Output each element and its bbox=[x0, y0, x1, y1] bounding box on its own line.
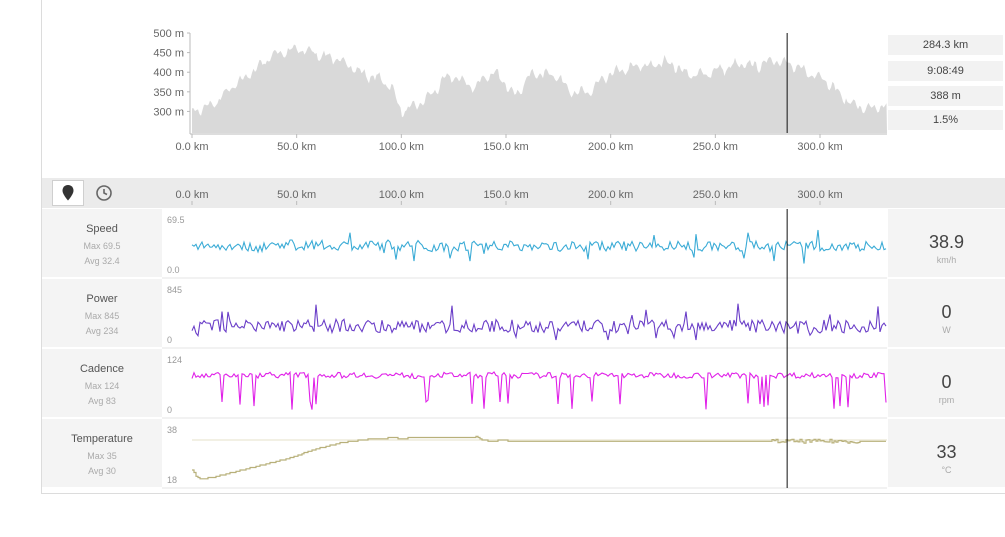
metric-max: Max 845 bbox=[84, 311, 120, 321]
metric-current-value: 0 bbox=[941, 372, 952, 392]
metric-unit: km/h bbox=[936, 255, 957, 265]
chart-frame bbox=[41, 0, 1005, 494]
y-tick-label: 18 bbox=[167, 475, 177, 485]
x-tick-label: 150.0 km bbox=[483, 189, 528, 201]
metric-unit: rpm bbox=[938, 395, 955, 405]
y-tick-label: 350 m bbox=[153, 87, 184, 99]
y-tick-label: 845 bbox=[167, 285, 182, 295]
x-tick-label: 50.0 km bbox=[277, 141, 316, 153]
x-tick-label: 0.0 km bbox=[175, 189, 208, 201]
metric-label-power: Power Max 845 Avg 234 bbox=[42, 279, 162, 347]
x-tick-label: 300.0 km bbox=[797, 189, 842, 201]
axis-toolbar bbox=[42, 178, 1005, 208]
y-tick-label: 0 bbox=[167, 405, 172, 415]
elevation-area bbox=[192, 44, 887, 133]
clock-icon bbox=[96, 185, 112, 201]
x-tick-label: 150.0 km bbox=[483, 141, 528, 153]
y-tick-label: 0.0 bbox=[167, 265, 180, 275]
cadence-line bbox=[191, 370, 887, 410]
x-tick-label: 100.0 km bbox=[379, 189, 424, 201]
speed-line bbox=[191, 229, 887, 264]
stat-time: 9:08:49 bbox=[888, 61, 1003, 81]
y-tick-label: 38 bbox=[167, 425, 177, 435]
stat-distance: 284.3 km bbox=[888, 35, 1003, 55]
metric-value-cadence: 0 rpm bbox=[888, 349, 1005, 417]
power-line bbox=[191, 303, 887, 341]
y-tick-label: 0 bbox=[167, 335, 172, 345]
metric-label-cadence: Cadence Max 124 Avg 83 bbox=[42, 349, 162, 417]
metric-max: Max 124 bbox=[84, 381, 120, 391]
map-pin-icon bbox=[62, 185, 74, 201]
metric-name: Speed bbox=[86, 223, 118, 235]
y-tick-label: 69.5 bbox=[167, 215, 185, 225]
y-tick-label: 300 m bbox=[153, 106, 184, 118]
metric-unit: W bbox=[942, 325, 951, 335]
metric-value-power: 0 W bbox=[888, 279, 1005, 347]
metric-avg: Avg 83 bbox=[88, 396, 116, 406]
y-tick-label: 400 m bbox=[153, 67, 184, 79]
stat-grade: 1.5% bbox=[888, 110, 1003, 130]
metric-name: Power bbox=[86, 293, 118, 305]
distance-axis-button[interactable] bbox=[52, 180, 84, 206]
metric-avg: Avg 30 bbox=[88, 466, 116, 476]
metric-name: Temperature bbox=[71, 433, 133, 445]
metric-unit: °C bbox=[941, 465, 952, 475]
metric-current-value: 33 bbox=[936, 442, 957, 462]
metric-max: Max 35 bbox=[87, 451, 117, 461]
metric-avg: Avg 234 bbox=[85, 326, 119, 336]
x-tick-label: 100.0 km bbox=[379, 141, 424, 153]
metric-name: Cadence bbox=[79, 363, 125, 375]
y-tick-label: 500 m bbox=[153, 28, 184, 40]
x-tick-label: 200.0 km bbox=[588, 189, 633, 201]
y-tick-label: 124 bbox=[167, 355, 182, 365]
metric-current-value: 0 bbox=[941, 302, 952, 322]
metric-current-value: 38.9 bbox=[928, 232, 965, 252]
metric-value-speed: 38.9 km/h bbox=[888, 209, 1005, 277]
x-tick-label: 250.0 km bbox=[693, 141, 738, 153]
metric-label-speed: Speed Max 69.5 Avg 32.4 bbox=[42, 209, 162, 277]
stat-elevation: 388 m bbox=[888, 86, 1003, 106]
time-axis-button[interactable] bbox=[88, 180, 120, 206]
x-tick-label: 0.0 km bbox=[175, 141, 208, 153]
metric-label-temperature: Temperature Max 35 Avg 30 bbox=[42, 419, 162, 487]
metric-value-temperature: 33 °C bbox=[888, 419, 1005, 487]
x-tick-label: 200.0 km bbox=[588, 141, 633, 153]
metric-max: Max 69.5 bbox=[83, 241, 121, 251]
x-tick-label: 250.0 km bbox=[693, 189, 738, 201]
temperature-line bbox=[192, 435, 886, 480]
x-tick-label: 300.0 km bbox=[797, 141, 842, 153]
x-tick-label: 50.0 km bbox=[277, 189, 316, 201]
y-tick-label: 450 m bbox=[153, 48, 184, 60]
metric-avg: Avg 32.4 bbox=[84, 256, 120, 266]
